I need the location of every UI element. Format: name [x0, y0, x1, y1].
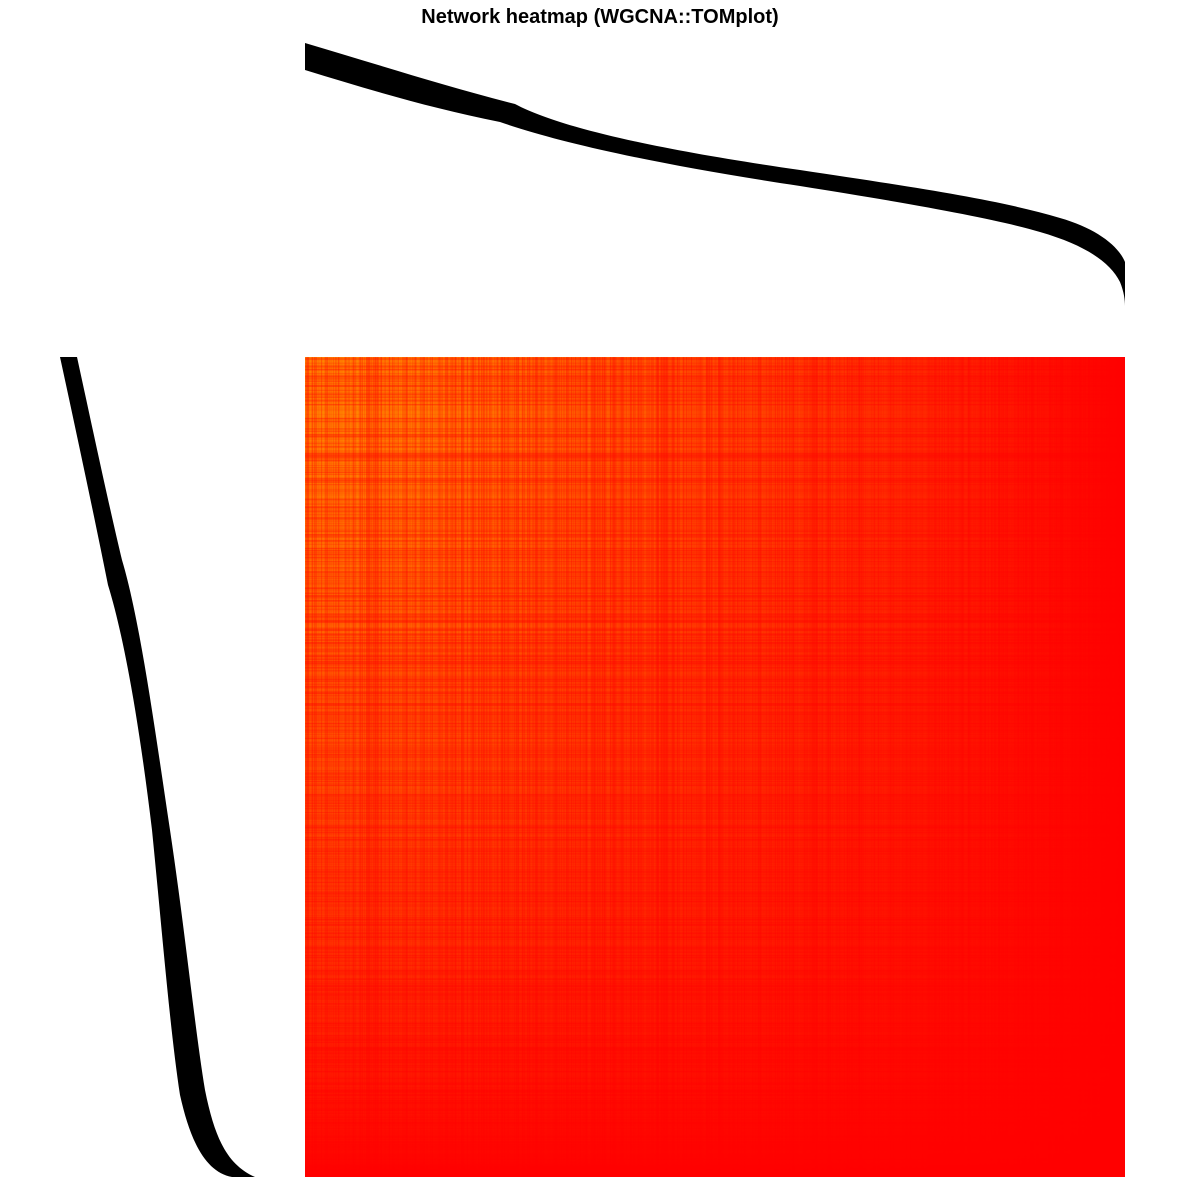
top-dendrogram-band — [305, 43, 1125, 306]
top-dendrogram — [305, 43, 1125, 306]
heatmap-matrix — [305, 357, 1125, 1177]
chart-title: Network heatmap (WGCNA::TOMplot) — [421, 6, 779, 28]
left-dendrogram — [60, 357, 255, 1177]
left-dendrogram-band — [60, 357, 255, 1177]
